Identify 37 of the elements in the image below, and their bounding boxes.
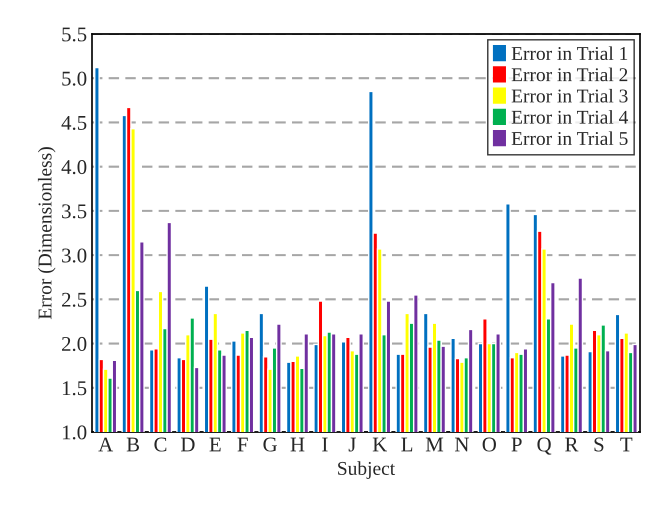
- x-tick-label: D: [180, 438, 195, 452]
- y-tick-label: 2.0: [62, 336, 86, 352]
- y-tick-label: 1.5: [62, 381, 86, 396]
- x-tick-label: F: [238, 438, 248, 452]
- x-tick-label: Q: [537, 438, 552, 455]
- legend-label: Error in Trial 4: [512, 110, 628, 124]
- y-tick-label: 5.0: [62, 72, 86, 86]
- x-tick-label: H: [290, 438, 304, 452]
- y-tick-label: 3.5: [62, 204, 86, 218]
- x-tick-label: O: [482, 438, 496, 452]
- x-tick-label: J: [348, 438, 356, 452]
- y-tick-label: 2.5: [62, 292, 86, 307]
- x-tick-label: T: [620, 438, 632, 452]
- x-tick-label: K: [372, 438, 388, 452]
- x-tick-label: C: [154, 438, 166, 452]
- legend-label: Error in Trial 3: [512, 88, 628, 103]
- y-tick-label: 4.0: [62, 160, 86, 174]
- x-tick-label: M: [426, 438, 444, 452]
- x-tick-label: G: [263, 438, 277, 452]
- y-tick-label: 3.0: [62, 248, 86, 263]
- x-tick-label: N: [454, 438, 469, 452]
- y-tick-label: 4.5: [62, 116, 86, 130]
- x-tick-label: A: [98, 438, 114, 452]
- x-tick-label: L: [401, 438, 412, 452]
- x-axis-title: Subject: [338, 461, 396, 479]
- legend-label: Error in Trial 5: [512, 131, 628, 146]
- y-axis-title: Error (Dimensionless): [38, 147, 56, 320]
- x-tick-label: R: [565, 438, 578, 452]
- x-tick-label: E: [210, 438, 221, 452]
- legend-label: Error in Trial 1: [512, 46, 628, 60]
- y-tick-label: 5.5: [62, 28, 86, 42]
- x-tick-label: B: [126, 438, 140, 452]
- legend-label: Error in Trial 2: [512, 68, 628, 82]
- x-tick-label: P: [512, 438, 522, 452]
- y-tick-label: 1.0: [62, 425, 86, 440]
- x-tick-label: I: [322, 438, 328, 452]
- x-tick-label: S: [594, 438, 604, 452]
